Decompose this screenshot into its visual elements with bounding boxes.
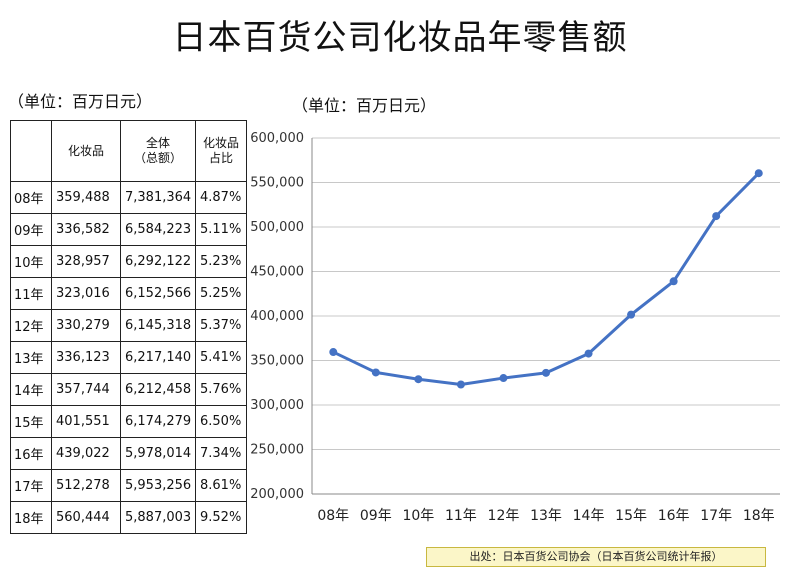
value-cell: 9.52% [195,501,247,534]
y-tick-label: 500,000 [250,220,304,235]
year-cell: 18年 [10,501,52,534]
table-row: 16年 439,022 5,978,014 7.34% [10,437,247,470]
table-header-cell: 化妆品 [51,120,121,182]
value-cell: 6.50% [195,405,247,438]
y-tick-label: 600,000 [250,131,304,146]
series-line [332,172,760,387]
data-point [499,374,508,383]
value-cell: 401,551 [51,405,121,438]
value-cell: 6,152,566 [120,277,196,310]
y-tick-label: 450,000 [250,265,304,280]
value-cell: 5.11% [195,213,247,246]
x-tick-label: 17年 [700,508,732,524]
data-point [329,348,338,357]
table-row: 15年 401,551 6,174,279 6.50% [10,405,247,438]
value-cell: 323,016 [51,277,121,310]
data-point [542,368,550,377]
table-header-cell: 化妆品 占比 [195,120,247,182]
year-cell: 09年 [10,213,52,246]
y-tick-label: 550,000 [250,176,304,191]
value-cell: 336,123 [51,341,121,374]
x-tick-label: 14年 [573,508,605,524]
table-unit-label: （单位：百万日元） [8,92,153,111]
data-point [371,368,380,377]
value-cell: 512,278 [51,469,121,502]
value-cell: 4.87% [195,181,247,214]
value-cell: 5,953,256 [120,469,196,502]
table-row: 14年 357,744 6,212,458 5.76% [10,373,247,406]
sales-table: 化妆品 全体 （总额） 化妆品 占比 08年 359,488 7,381,364 4.… [10,120,247,534]
chart-unit-label: （单位：百万日元） [292,96,437,115]
y-tick-label: 250,000 [250,443,304,458]
table-row: 08年 359,488 7,381,364 4.87% [10,181,247,214]
year-cell: 08年 [10,181,52,214]
table-row: 09年 336,582 6,584,223 5.11% [10,213,247,246]
value-cell: 439,022 [51,437,121,470]
value-cell: 5.76% [195,373,247,406]
x-tick-label: 16年 [658,508,690,524]
value-cell: 7.34% [195,437,247,470]
value-cell: 5.41% [195,341,247,374]
table-row: 11年 323,016 6,152,566 5.25% [10,277,247,310]
y-tick-label: 300,000 [250,398,304,413]
x-tick-label: 12年 [488,508,520,524]
value-cell: 560,444 [51,501,121,534]
value-cell: 5,978,014 [120,437,196,470]
year-cell: 10年 [10,245,52,278]
table-row: 18年 560,444 5,887,003 9.52% [10,501,247,534]
data-point [627,310,636,319]
year-cell: 15年 [10,405,52,438]
year-cell: 12年 [10,309,52,342]
value-cell: 359,488 [51,181,121,214]
x-tick-label: 13年 [530,508,562,524]
value-cell: 6,217,140 [120,341,196,374]
data-point [456,380,465,389]
value-cell: 6,145,318 [120,309,196,342]
y-tick-label: 350,000 [250,354,304,369]
year-cell: 17年 [10,469,52,502]
value-cell: 6,212,458 [120,373,196,406]
year-cell: 14年 [10,373,52,406]
x-tick-label: 10年 [402,508,434,524]
data-point [414,375,423,384]
value-cell: 357,744 [51,373,121,406]
value-cell: 336,582 [51,213,121,246]
table-row: 13年 336,123 6,217,140 5.41% [10,341,247,374]
year-cell: 13年 [10,341,52,374]
value-cell: 5.37% [195,309,247,342]
value-cell: 330,279 [51,309,121,342]
data-point [754,169,763,178]
x-tick-label: 15年 [615,508,647,524]
x-tick-label: 18年 [743,508,775,524]
data-point [712,212,721,221]
line-chart: 200,000 250,000 300,000 350,000 400,000 450,0… [240,118,800,538]
data-point [669,277,678,286]
year-cell: 11年 [10,277,52,310]
x-tick-label: 09年 [360,508,392,524]
table-row: 10年 328,957 6,292,122 5.23% [10,245,247,278]
x-tick-label: 11年 [445,508,477,524]
y-tick-label: 400,000 [250,309,304,324]
page-title: 日本百货公司化妆品年零售额 [172,18,628,58]
value-cell: 328,957 [51,245,121,278]
value-cell: 6,584,223 [120,213,196,246]
table-row: 12年 330,279 6,145,318 5.37% [10,309,247,342]
data-point [584,349,593,358]
value-cell: 5.23% [195,245,247,278]
table-header-cell: 全体 （总额） [120,120,196,182]
x-tick-label: 08年 [317,508,349,524]
table-header-cell [10,120,52,182]
value-cell: 6,292,122 [120,245,196,278]
value-cell: 8.61% [195,469,247,502]
year-cell: 16年 [10,437,52,470]
value-cell: 7,381,364 [120,181,196,214]
table-header-row: 化妆品 全体 （总额） 化妆品 占比 [10,120,247,182]
value-cell: 5,887,003 [120,501,196,534]
source-note: 出处：日本百货公司协会（日本百货公司统计年报） [426,547,766,567]
value-cell: 6,174,279 [120,405,196,438]
line-chart-svg: 200,000 250,000 300,000 350,000 400,000 450,0… [250,131,780,524]
y-tick-label: 200,000 [250,487,304,502]
value-cell: 5.25% [195,277,247,310]
table-row: 17年 512,278 5,953,256 8.61% [10,469,247,502]
